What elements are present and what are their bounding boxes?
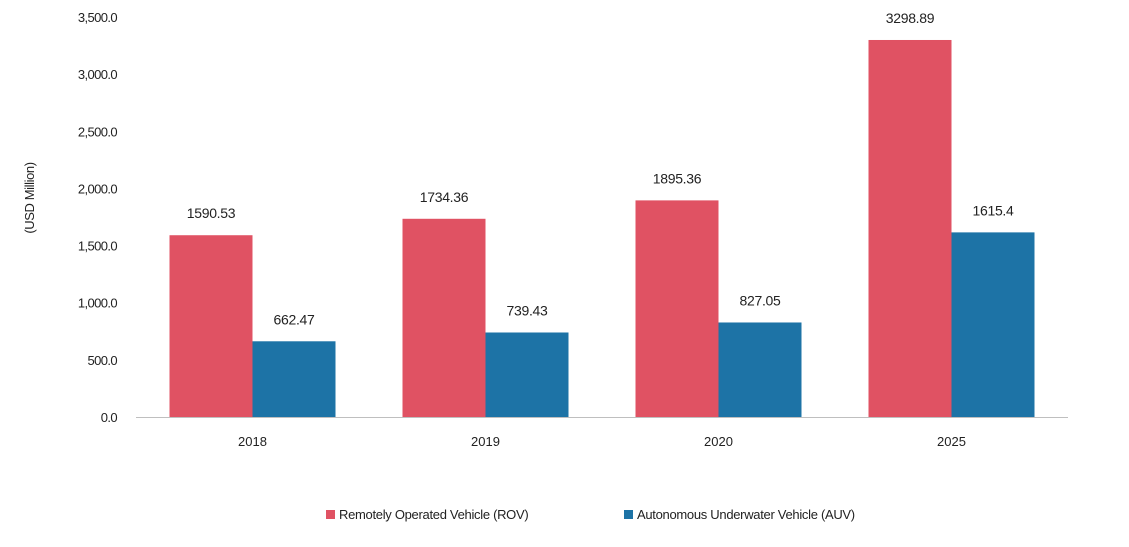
legend-swatch-rov <box>326 510 335 519</box>
y-tick-label: 3,500.0 <box>78 10 118 25</box>
legend-label-rov: Remotely Operated Vehicle (ROV) <box>339 507 528 522</box>
y-tick-label: 1,500.0 <box>78 239 118 254</box>
bars-group <box>169 39 1035 417</box>
auv-bar-2019 <box>485 332 569 417</box>
rov-bar-2025 <box>868 39 952 417</box>
rov-bar-2018 <box>169 235 253 417</box>
data-label: 1590.53 <box>187 205 236 221</box>
auv-bar-2025 <box>951 232 1035 417</box>
y-tick-label: 0.0 <box>101 410 118 425</box>
y-axis-ticks: 0.0 500.0 1,000.0 1,500.0 2,000.0 2,500.0 3,00… <box>78 10 118 425</box>
data-label: 1734.36 <box>420 189 469 205</box>
legend-swatch-auv <box>624 510 633 519</box>
x-category-label: 2025 <box>937 434 966 449</box>
legend-label-auv: Autonomous Underwater Vehicle (AUV) <box>637 507 855 522</box>
legend: Remotely Operated Vehicle (ROV) Autonomou… <box>326 507 855 522</box>
rov-bar-2019 <box>402 218 486 417</box>
y-tick-label: 2,000.0 <box>78 181 118 196</box>
x-category-label: 2020 <box>704 434 733 449</box>
y-tick-label: 3,000.0 <box>78 67 118 82</box>
rov-bar-2020 <box>635 200 719 417</box>
data-labels-group: 1590.53 662.47 1734.36 739.43 1895.36 827.05 3… <box>187 10 1015 327</box>
data-label: 1615.4 <box>972 202 1014 218</box>
x-category-label: 2019 <box>471 434 500 449</box>
data-label: 662.47 <box>273 311 315 327</box>
data-label: 3298.89 <box>886 10 935 26</box>
data-label: 739.43 <box>506 302 548 318</box>
auv-bar-2020 <box>718 322 802 417</box>
y-axis-label: (USD Million) <box>22 162 37 233</box>
data-label: 827.05 <box>739 292 781 308</box>
y-tick-label: 2,500.0 <box>78 124 118 139</box>
x-category-label: 2018 <box>238 434 267 449</box>
data-label: 1895.36 <box>653 170 702 186</box>
auv-bar-2018 <box>252 341 336 417</box>
y-tick-label: 1,000.0 <box>78 296 118 311</box>
y-tick-label: 500.0 <box>87 353 117 368</box>
x-axis-categories: 2018 2019 2020 2025 <box>238 434 966 449</box>
